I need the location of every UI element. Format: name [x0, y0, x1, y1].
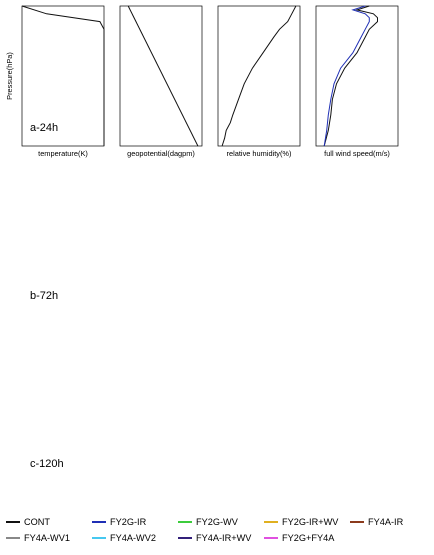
- legend-label: FY2G-IR: [110, 517, 147, 527]
- x-axis-label: geopotential(dagpm): [127, 149, 195, 158]
- legend-label: FY4A-IR: [368, 517, 404, 527]
- row-label: c-120h: [30, 458, 64, 470]
- panel-frame: [119, 5, 203, 147]
- legend-label: FY4A-WV2: [110, 533, 156, 543]
- legend: CONT FY2G-IR FY2G-WV FY2G-IR+WV FY4A-IR FY4A-…: [6, 517, 404, 543]
- legend-label: FY4A-IR+WV: [196, 533, 252, 543]
- x-axis-label: relative humidity(%): [227, 149, 292, 158]
- legend-label: FY4A-WV1: [24, 533, 70, 543]
- legend-label: FY2G-IR+WV: [282, 517, 339, 527]
- row-label: b-72h: [30, 290, 58, 302]
- panel-frame: [217, 5, 301, 147]
- series-line-1: [323, 5, 370, 147]
- series-line-0: [221, 5, 297, 147]
- x-axis-label: temperature(K): [38, 149, 88, 158]
- series-line-0: [21, 5, 105, 146]
- legend-label: FY2G-WV: [196, 517, 239, 527]
- legend-label: FY2G+FY4A: [282, 533, 335, 543]
- x-axis-label: full wind speed(m/s): [324, 149, 390, 158]
- series-line-0: [127, 5, 199, 147]
- y-axis-label: Pressure(hPa): [5, 52, 14, 100]
- series-line-0: [323, 5, 378, 147]
- legend-label: CONT: [24, 517, 50, 527]
- panel-3: full wind speed(m/s): [315, 5, 399, 158]
- panel-0: temperature(K) Pressure(hPa): [5, 5, 105, 158]
- panel-1: geopotential(dagpm): [119, 5, 203, 158]
- panel-2: relative humidity(%): [217, 5, 301, 158]
- panel-frame: [315, 5, 399, 147]
- row-label: a-24h: [30, 122, 58, 134]
